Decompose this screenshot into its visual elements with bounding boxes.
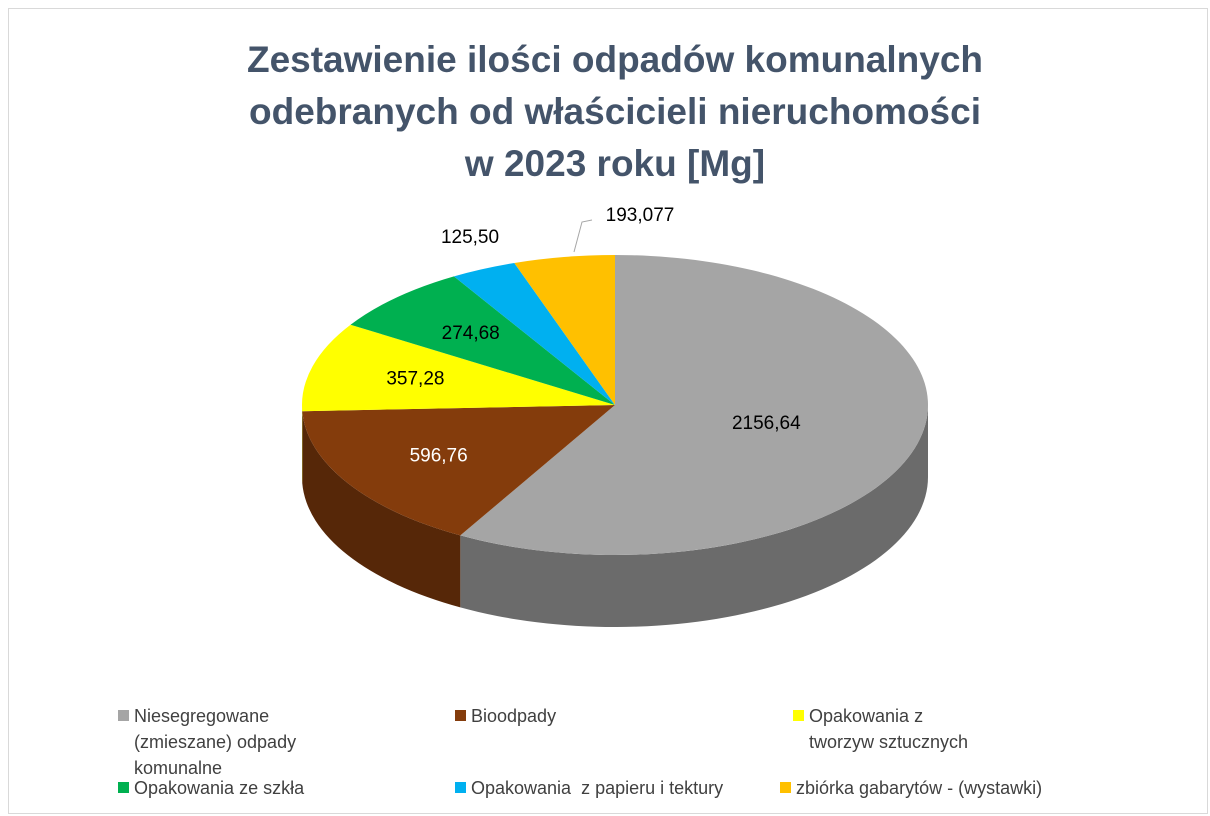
data-label: 596,76: [410, 446, 468, 467]
legend-label: Opakowania z tworzyw sztucznych: [809, 706, 969, 752]
legend-label: Opakowania ze szkła: [134, 778, 305, 798]
chart-frame: [8, 8, 1208, 814]
data-label: 357,28: [386, 368, 444, 389]
legend-item: Opakowania z papieru i tektury: [455, 775, 811, 801]
legend-label: Opakowania z papieru i tektury: [471, 778, 724, 798]
chart: Zestawienie ilości odpadów komunalnych od…: [247, 39, 983, 627]
slice: [350, 276, 615, 405]
legend-item: Opakowania z tworzyw sztucznych: [793, 703, 989, 755]
data-label: 2156,64: [732, 413, 801, 434]
slice: [453, 262, 615, 405]
legend-swatch: [455, 710, 466, 721]
legend-label: Niesegregowane (zmieszane) odpady komuna…: [134, 706, 302, 778]
legend-item: Bioodpady: [455, 703, 771, 729]
legend-swatch: [780, 782, 791, 793]
legend-swatch: [118, 710, 129, 721]
legend-swatch: [793, 710, 804, 721]
legend-swatch: [455, 782, 466, 793]
chart-title: odebranych od właścicieli nieruchomości: [249, 91, 981, 132]
slice: [302, 324, 615, 412]
legend-swatch: [118, 782, 129, 793]
legend-item: Niesegregowane (zmieszane) odpady komuna…: [118, 703, 334, 781]
data-label: 274,68: [442, 323, 500, 344]
chart-title: w 2023 roku [Mg]: [464, 143, 765, 184]
legend-item: zbiórka gabarytów - (wystawki): [780, 775, 1156, 801]
legend-item: Opakowania ze szkła: [118, 775, 454, 801]
legend-label: zbiórka gabarytów - (wystawki): [796, 778, 1043, 798]
leader-line: [573, 219, 593, 253]
slice: [460, 255, 928, 555]
chart-title: Zestawienie ilości odpadów komunalnych: [247, 39, 983, 80]
data-label: 125,50: [441, 227, 499, 248]
slice: [514, 255, 615, 405]
slice-side: [460, 405, 928, 627]
slice-side: [302, 411, 461, 608]
slice: [302, 405, 615, 536]
data-label: 193,077: [606, 205, 675, 226]
legend-label: Bioodpady: [471, 706, 557, 726]
